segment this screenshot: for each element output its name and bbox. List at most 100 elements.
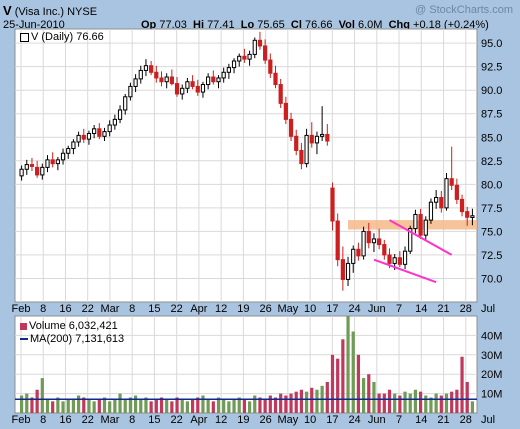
candle-body <box>24 164 29 170</box>
x-tick-label-volume: 15 <box>148 414 160 426</box>
volume-legend-icon <box>20 322 27 330</box>
volume-bar <box>393 393 397 413</box>
x-tick-label-volume: Jun <box>368 414 386 426</box>
candle-body <box>35 166 40 176</box>
x-tick-label-volume: 12 <box>215 414 227 426</box>
ma-legend-label: MA(200) 7,131,613 <box>30 333 125 345</box>
candle-body <box>377 238 382 246</box>
volume-bar <box>465 381 469 413</box>
x-tick-label-volume: 26 <box>259 414 271 426</box>
candle-body <box>112 118 117 126</box>
volume-bar <box>398 395 402 413</box>
volume-bar <box>56 397 60 413</box>
x-tick-label: 12 <box>215 303 227 315</box>
candle-body <box>102 131 107 137</box>
volume-bar <box>175 397 179 413</box>
candle-body <box>60 152 66 161</box>
candle-body <box>164 76 169 83</box>
resistance-zone <box>348 220 477 230</box>
volume-bar <box>144 397 148 413</box>
candle-body <box>190 81 195 87</box>
volume-bar <box>206 399 210 413</box>
candle-body <box>45 159 50 168</box>
volume-tick-label: 30M <box>481 350 502 362</box>
x-tick-label: Apr <box>190 303 207 315</box>
high-value: 77.41 <box>207 19 235 31</box>
x-tick-label: 24 <box>348 303 360 315</box>
price-tick-label: 87.5 <box>481 109 502 121</box>
candle-body <box>92 128 97 134</box>
x-tick-label-volume: Feb <box>12 414 31 426</box>
price-tick-label: 82.5 <box>481 156 502 168</box>
volume-panel: 40M 30M 20M 10M Feb 8 16 22 Mar 8 15 22 Apr 12 19 26 May… <box>12 315 502 426</box>
candle-body <box>19 168 24 177</box>
price-legend-icon <box>20 32 29 42</box>
volume-bar <box>429 397 433 413</box>
candle-body <box>128 85 133 98</box>
chart-date: 25-Jun-2010 <box>3 19 65 31</box>
x-tick-label: Feb <box>12 303 31 315</box>
price-legend-label: V (Daily) 76.66 <box>31 31 104 43</box>
volume-bar <box>330 354 335 413</box>
candle-body <box>428 201 434 221</box>
candle-body <box>444 178 449 209</box>
x-tick-label-volume: 24 <box>348 414 360 426</box>
candle-body <box>133 78 138 87</box>
volume-bar <box>227 401 231 413</box>
candle-body <box>314 135 320 144</box>
close-value: 76.66 <box>304 19 333 31</box>
candle-body <box>268 59 273 74</box>
candle-body <box>185 81 190 89</box>
candle-body <box>454 184 459 200</box>
volume-bar <box>382 393 386 413</box>
volume-bar <box>40 378 44 413</box>
candle-body <box>71 141 76 150</box>
candle-body <box>423 219 428 236</box>
volume-bar <box>242 399 247 413</box>
volume-bar <box>82 397 86 413</box>
x-tick-label: Mar <box>100 303 119 315</box>
volume-bar <box>413 389 418 413</box>
candle-body <box>211 76 216 83</box>
volume-bar <box>97 399 101 413</box>
price-tick-label: 85.0 <box>481 132 502 144</box>
volume-bar <box>165 399 169 413</box>
candle-body <box>434 197 439 203</box>
volume-bar <box>253 395 257 413</box>
volume-bar <box>315 389 319 413</box>
volume-bar <box>196 397 200 413</box>
volume-bar <box>450 391 454 413</box>
candle-body <box>361 230 366 257</box>
candle-body <box>278 84 283 104</box>
chart-title-line: V (Visa Inc.) NYSE <box>3 3 97 18</box>
candle-body <box>200 84 206 93</box>
volume-bar <box>408 393 412 413</box>
volume-bar <box>149 401 153 413</box>
candle-body <box>154 71 159 79</box>
candle-body <box>180 87 185 95</box>
volume-bar <box>289 393 293 413</box>
volume-legend: Volume 6,032,421 <box>20 320 118 332</box>
volume-bar <box>123 399 127 413</box>
volume-bar <box>377 393 381 413</box>
candle-body <box>465 211 470 218</box>
price-tick-label: 72.5 <box>481 250 502 262</box>
volume-bar <box>284 395 288 413</box>
volume-bar <box>108 401 112 413</box>
candle-body <box>325 133 330 142</box>
volume-bar <box>216 397 221 413</box>
volume-bar <box>170 401 174 413</box>
candle-body <box>86 132 92 140</box>
volume-bar <box>185 401 190 413</box>
volume-bar <box>279 393 283 413</box>
x-tick-label: 28 <box>460 303 472 315</box>
volume-bar <box>87 399 91 413</box>
change-value: +0.18 (+0.24%) <box>413 19 489 31</box>
candle-body <box>340 259 345 280</box>
price-tick-label: 70.0 <box>481 273 502 285</box>
volume-tick-label: 20M <box>481 369 502 381</box>
volume-bar <box>455 389 459 413</box>
x-tick-label: 19 <box>237 303 249 315</box>
